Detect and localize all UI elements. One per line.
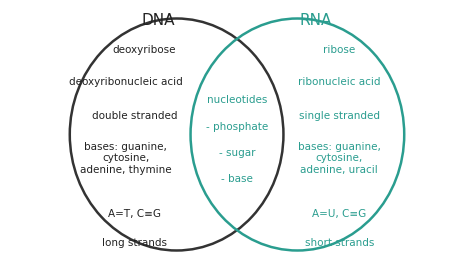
Text: RNA: RNA <box>300 13 332 28</box>
Text: long strands: long strands <box>102 238 167 247</box>
Text: double stranded: double stranded <box>92 111 178 121</box>
Text: ribonucleic acid: ribonucleic acid <box>298 77 381 87</box>
Text: A=U, C≡G: A=U, C≡G <box>312 208 366 219</box>
Text: DNA: DNA <box>141 13 175 28</box>
Text: - base: - base <box>221 174 253 184</box>
Text: - phosphate: - phosphate <box>206 122 268 132</box>
Text: bases: guanine,
cytosine,
adenine, thymine: bases: guanine, cytosine, adenine, thymi… <box>80 141 171 175</box>
Text: short strands: short strands <box>304 238 374 247</box>
Text: deoxyribose: deoxyribose <box>112 45 176 55</box>
Text: A=T, C≡G: A=T, C≡G <box>108 208 161 219</box>
Text: - sugar: - sugar <box>219 148 255 158</box>
Text: bases: guanine,
cytosine,
adenine, uracil: bases: guanine, cytosine, adenine, uraci… <box>298 141 381 175</box>
Text: nucleotides: nucleotides <box>207 95 267 105</box>
Text: ribose: ribose <box>323 45 356 55</box>
Text: deoxyribonucleic acid: deoxyribonucleic acid <box>69 77 182 87</box>
Text: single stranded: single stranded <box>299 111 380 121</box>
